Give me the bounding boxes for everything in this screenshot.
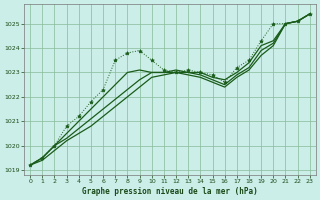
X-axis label: Graphe pression niveau de la mer (hPa): Graphe pression niveau de la mer (hPa)	[82, 187, 258, 196]
